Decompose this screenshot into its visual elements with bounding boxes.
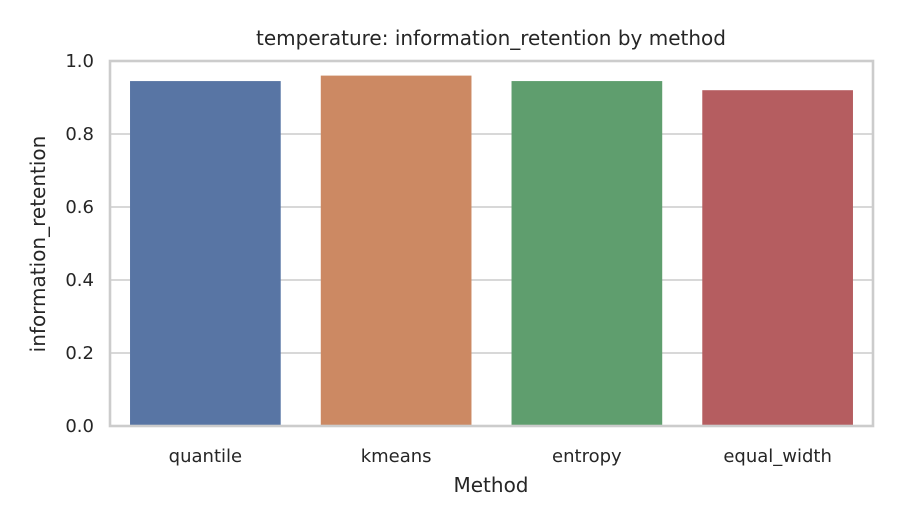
plot-frame xyxy=(108,59,875,428)
y-axis-ticks: 0.0 0.2 0.4 0.6 0.8 1.0 xyxy=(65,51,94,437)
y-tick-label: 0.8 xyxy=(65,124,94,145)
x-axis-ticks: quantile kmeans entropy equal_width xyxy=(169,446,832,467)
y-axis-label: information_retention xyxy=(26,136,50,353)
bars xyxy=(130,75,853,426)
x-axis-label: Method xyxy=(453,473,528,497)
x-tick-label: kmeans xyxy=(361,446,432,467)
x-tick-label: entropy xyxy=(552,446,622,467)
x-tick-label: quantile xyxy=(169,446,242,467)
bar-quantile xyxy=(130,81,281,426)
y-tick-label: 0.0 xyxy=(65,416,94,437)
chart-title: temperature: information_retention by me… xyxy=(256,26,726,50)
y-tick-label: 0.6 xyxy=(65,197,94,218)
x-tick-label: equal_width xyxy=(723,446,832,467)
y-tick-label: 0.2 xyxy=(65,343,94,364)
y-tick-label: 0.4 xyxy=(65,270,94,291)
bar-kmeans xyxy=(320,75,472,426)
y-tick-label: 1.0 xyxy=(65,51,94,72)
bar-equal-width xyxy=(702,90,853,426)
bar-entropy xyxy=(511,81,663,426)
